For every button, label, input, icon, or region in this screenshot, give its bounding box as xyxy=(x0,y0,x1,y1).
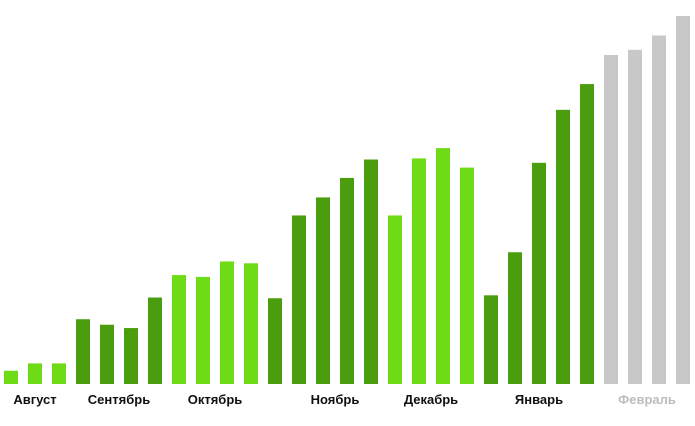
month-label-3: Октябрь xyxy=(188,392,243,407)
bar-1-2 xyxy=(28,363,42,384)
bar-7-1 xyxy=(484,295,498,384)
bar-3-2 xyxy=(196,276,210,384)
bar-8-1 xyxy=(604,55,618,385)
bar-2-3 xyxy=(124,328,138,384)
bar-8-3 xyxy=(652,35,666,385)
bar-3-4 xyxy=(244,263,258,384)
month-label-8: Февраль xyxy=(618,392,676,407)
bar-6-4 xyxy=(460,167,474,384)
bar-1-3 xyxy=(52,363,66,384)
bar-8-4 xyxy=(676,16,690,384)
bar-4-1 xyxy=(268,298,282,384)
bar-7-2 xyxy=(508,252,522,384)
month-label-1: Август xyxy=(13,392,56,407)
bar-8-2 xyxy=(628,49,642,385)
bar-6-2 xyxy=(412,158,426,384)
bar-3-3 xyxy=(220,261,234,384)
bar-5-3 xyxy=(340,177,354,384)
bar-5-2 xyxy=(316,197,330,384)
bar-3-1 xyxy=(172,275,186,384)
bar-6-3 xyxy=(436,148,450,384)
month-labels-group: Август Сентябрь Октябрь Ноябрь Декабрь Январь… xyxy=(13,392,676,407)
month-label-6: Декабрь xyxy=(404,392,458,407)
bar-1-1 xyxy=(4,370,18,384)
bar-7-4 xyxy=(556,109,570,384)
month-label-7: Январь xyxy=(515,392,563,407)
bar-7-3 xyxy=(532,162,546,384)
bar-2-1 xyxy=(76,319,90,384)
month-label-2: Сентябрь xyxy=(88,392,150,407)
month-label-5: Ноябрь xyxy=(311,392,360,407)
bar-5-4 xyxy=(364,159,378,384)
bar-2-2 xyxy=(100,324,114,384)
bar-5-1 xyxy=(292,215,306,384)
bar-6-1 xyxy=(388,215,402,384)
bar-7-5 xyxy=(580,84,594,384)
bar-2-4 xyxy=(148,297,162,384)
bars-group xyxy=(4,16,690,385)
